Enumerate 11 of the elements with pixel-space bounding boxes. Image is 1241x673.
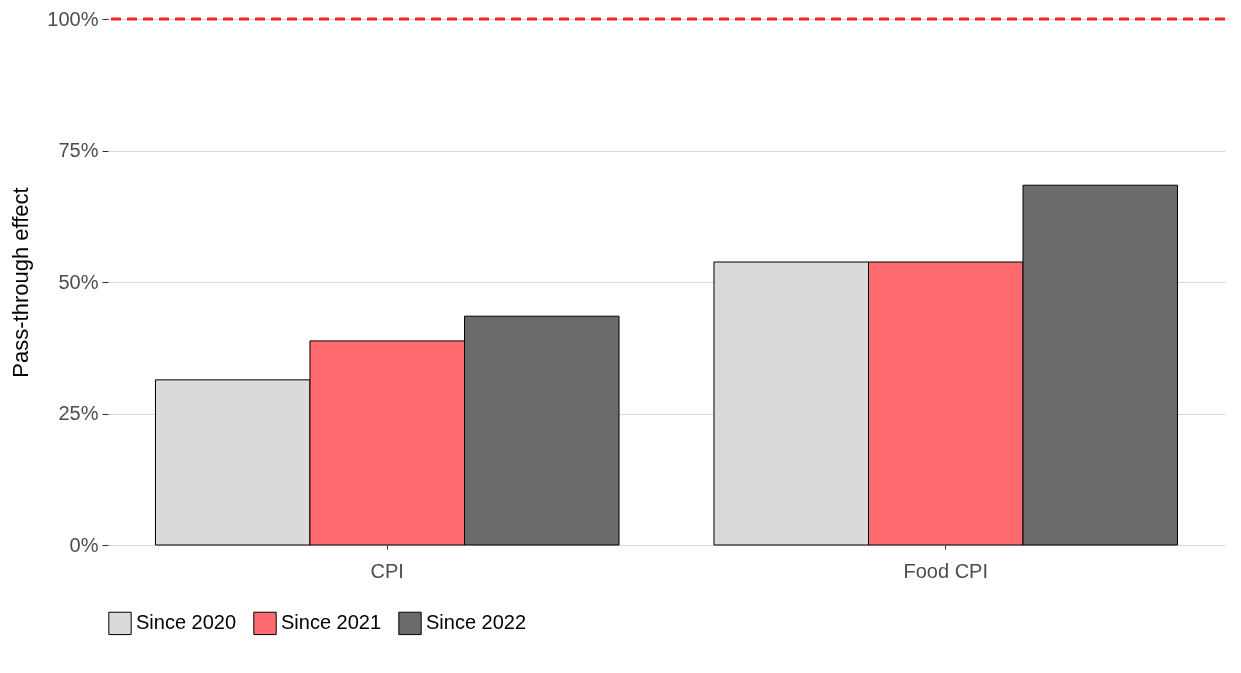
legend-label: Since 2022	[426, 611, 527, 634]
x-tick-label: CPI	[370, 559, 404, 582]
y-tick-label: 0%	[69, 533, 99, 556]
y-tick-label: 100%	[47, 7, 99, 30]
legend-label: Since 2020	[136, 611, 237, 634]
y-axis-title: Pass-through effect	[8, 187, 34, 378]
y-tick-label: 50%	[58, 270, 99, 293]
x-tick-label: Food CPI	[903, 559, 988, 582]
legend-label: Since 2021	[281, 611, 382, 634]
y-tick-label: 25%	[58, 402, 99, 424]
y-tick-label: 75%	[58, 139, 99, 161]
